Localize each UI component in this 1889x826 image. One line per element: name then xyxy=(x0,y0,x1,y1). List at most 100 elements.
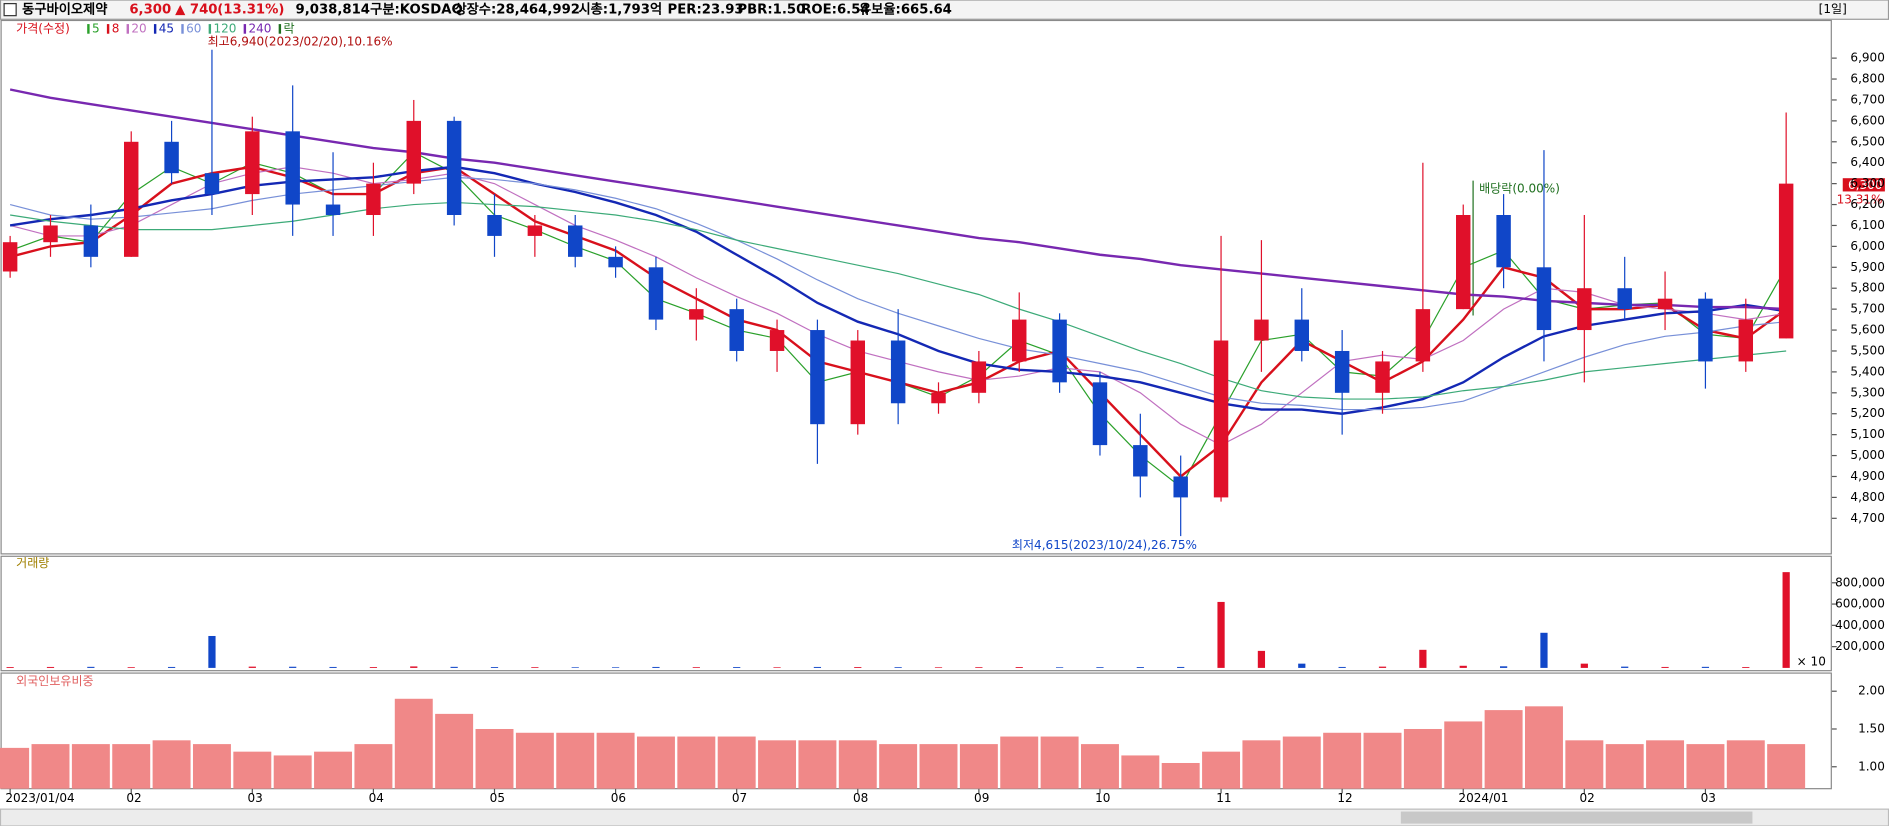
ratio-bar xyxy=(1242,740,1281,789)
y-tick-label: 400,000 xyxy=(1835,618,1885,632)
x-tick-label: 2023/01/04 xyxy=(5,791,74,805)
legend-label: 240 xyxy=(248,21,271,35)
ratio-bar xyxy=(1363,732,1402,789)
candle-body xyxy=(285,131,300,205)
ratio-bar xyxy=(314,751,353,789)
y-tick-label: 4,900 xyxy=(1850,469,1884,483)
volume-bar xyxy=(733,667,741,668)
legend-price: 가격(수정) xyxy=(16,21,70,35)
ratio-bar xyxy=(556,732,595,789)
y-tick-label: 4,800 xyxy=(1850,490,1884,504)
legend-label: 락 xyxy=(283,21,294,35)
candle-body xyxy=(1375,361,1390,393)
candle-body xyxy=(487,215,502,236)
x-tick-label: 08 xyxy=(853,791,868,805)
volume-bar xyxy=(1298,663,1306,668)
volume-bar xyxy=(6,667,14,668)
ratio-bar xyxy=(394,698,433,789)
y-tick-label: 5,600 xyxy=(1850,323,1884,337)
legend-label: 45 xyxy=(159,21,174,35)
volume-bar xyxy=(692,667,700,668)
legend-label: 5 xyxy=(92,21,100,35)
volume-bar xyxy=(1378,666,1387,668)
ratio-bar xyxy=(1726,740,1765,789)
low-annotation: 최저4,615(2023/10/24),26.75% xyxy=(1012,538,1197,552)
ratio-bar xyxy=(919,744,958,789)
market: 구분:KOSDAQ xyxy=(370,2,463,18)
candle-body xyxy=(1617,288,1632,310)
candle-body xyxy=(1536,267,1552,331)
legend-label: 60 xyxy=(186,21,201,35)
volume-bar xyxy=(894,667,902,668)
moving-average xyxy=(10,201,1787,400)
ratio-bar xyxy=(515,732,554,789)
y-tick-label: 6,400 xyxy=(1850,155,1884,169)
volume-bar xyxy=(1661,666,1669,668)
candle-body xyxy=(446,120,462,216)
ratio-bar xyxy=(959,744,998,789)
scroll-thumb[interactable] xyxy=(1400,811,1753,824)
legend-swatch xyxy=(243,24,247,34)
y-tick-label: 6,900 xyxy=(1850,51,1884,65)
ratio-bar xyxy=(354,744,393,789)
ratio-bar xyxy=(71,744,110,789)
ratio-bar xyxy=(1000,736,1039,789)
price-tag: 6,300 xyxy=(1848,178,1882,192)
y-tick-label: 6,800 xyxy=(1850,72,1884,86)
foreign-title: 외국인보유비중 xyxy=(16,674,93,688)
x-tick-label: 04 xyxy=(369,791,384,805)
y-tick-label: 5,100 xyxy=(1850,427,1884,441)
period[interactable]: [1일] xyxy=(1819,2,1847,16)
ratio-bar xyxy=(717,736,756,789)
volume-bar xyxy=(1742,667,1750,668)
volume-bar xyxy=(248,666,256,668)
price: 6,300 xyxy=(129,3,171,18)
ratio-bar xyxy=(435,713,474,789)
volume-bar xyxy=(1096,667,1104,668)
volume-bar xyxy=(1015,667,1023,668)
ratio-bar xyxy=(273,755,312,789)
candle-body xyxy=(648,267,664,320)
ratio-bar xyxy=(475,728,514,789)
moving-average xyxy=(9,88,1787,311)
ratio-bar xyxy=(1524,706,1563,789)
volume-bar xyxy=(1459,665,1467,668)
checkbox[interactable] xyxy=(3,3,17,17)
volume-bar xyxy=(1580,663,1588,668)
x-tick-label: 02 xyxy=(1580,791,1595,805)
shares: 상장수:28,464,992 xyxy=(454,1,580,18)
y-tick-label: 6,500 xyxy=(1850,134,1884,148)
candle-body xyxy=(1698,298,1713,362)
y-tick-label: 5,900 xyxy=(1850,260,1884,274)
ratio-bar xyxy=(152,740,191,789)
ratio-bar xyxy=(1646,740,1685,789)
price-tag-pct: 13.31% xyxy=(1837,192,1883,206)
volume-bar xyxy=(329,666,337,668)
y-tick-label: 6,300 xyxy=(1850,176,1884,190)
y-tick-label: 600,000 xyxy=(1835,597,1885,611)
reserve: 유보율:665.64 xyxy=(859,1,952,18)
x-tick-label: 2024/01 xyxy=(1458,791,1508,805)
ratio-bar xyxy=(1403,728,1442,789)
volume-bar xyxy=(773,667,781,668)
candle-body xyxy=(204,173,220,195)
candle-body xyxy=(971,361,987,393)
x-tick-label: 07 xyxy=(732,791,747,805)
volume-bar xyxy=(1499,666,1508,668)
legend-swatch xyxy=(126,24,129,34)
y-tick-label: 5,200 xyxy=(1850,406,1884,420)
ratio-bar xyxy=(1767,744,1806,789)
legend-swatch xyxy=(208,24,212,34)
candle-body xyxy=(1738,319,1754,362)
y-tick-label: 200,000 xyxy=(1835,639,1885,653)
y-tick-label: 6,200 xyxy=(1850,197,1884,211)
ratio-bar xyxy=(233,751,272,789)
volume-bar xyxy=(1540,632,1548,668)
candle-body xyxy=(1577,288,1592,331)
candle-body xyxy=(1778,183,1794,339)
ratio-bar xyxy=(596,732,635,789)
price-tag-bg xyxy=(1842,178,1885,192)
ratio-bar xyxy=(758,740,797,789)
market-cap: 시총:1,793억 xyxy=(578,2,662,18)
